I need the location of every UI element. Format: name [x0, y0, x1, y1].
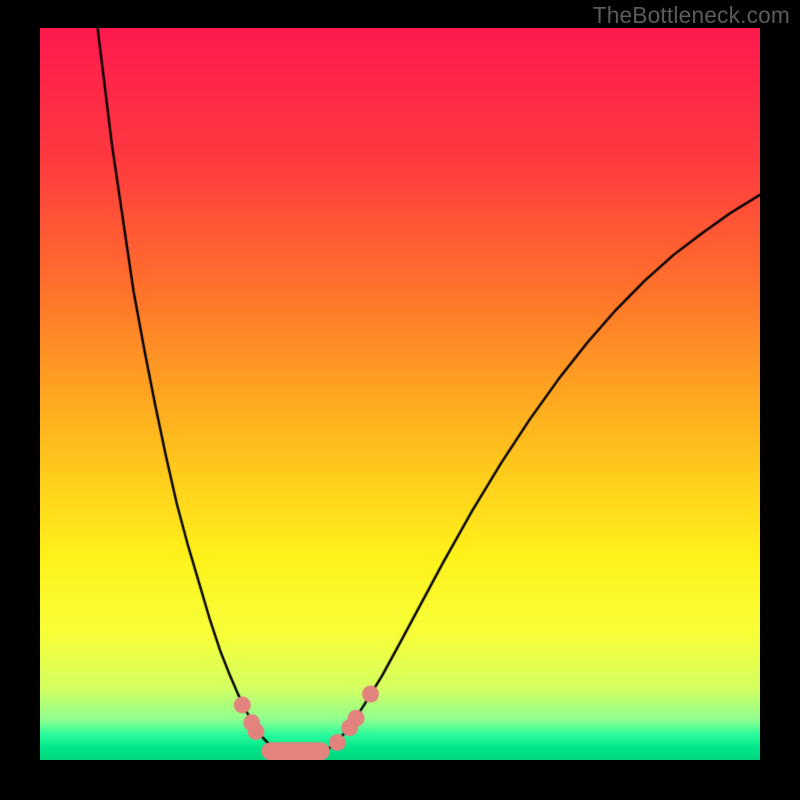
- figure-frame: TheBottleneck.com: [0, 0, 800, 800]
- plot-area: [40, 28, 760, 760]
- chart-canvas: [40, 28, 760, 760]
- watermark-text: TheBottleneck.com: [593, 2, 790, 29]
